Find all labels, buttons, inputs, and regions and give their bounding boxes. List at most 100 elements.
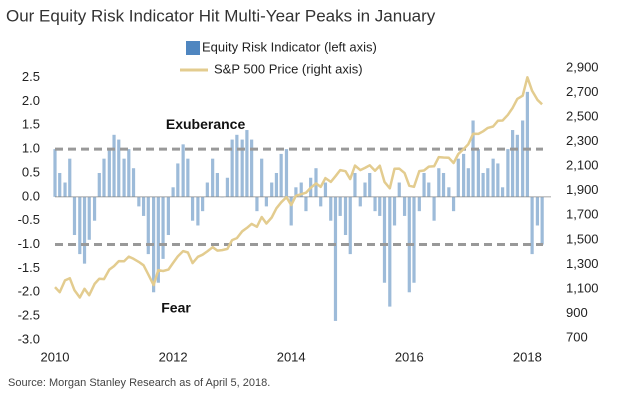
bar bbox=[506, 149, 510, 197]
bar bbox=[87, 196, 91, 240]
bar bbox=[186, 158, 190, 197]
bar bbox=[471, 120, 475, 197]
bar bbox=[58, 172, 62, 197]
bar bbox=[511, 130, 515, 197]
bar bbox=[72, 196, 77, 236]
bar bbox=[397, 182, 401, 197]
bar bbox=[141, 196, 146, 216]
bar bbox=[255, 196, 259, 212]
bar bbox=[530, 196, 534, 255]
bar bbox=[250, 139, 254, 197]
bar bbox=[270, 182, 274, 197]
y2-tick-label: 2,700 bbox=[566, 84, 599, 99]
chart-title: Our Equity Risk Indicator Hit Multi-Year… bbox=[6, 6, 436, 25]
bar bbox=[373, 196, 377, 212]
x-tick-label: 2018 bbox=[513, 349, 542, 364]
bar bbox=[92, 196, 97, 221]
bar bbox=[319, 196, 323, 207]
bar bbox=[201, 196, 205, 212]
bar bbox=[496, 163, 500, 197]
bar bbox=[127, 149, 131, 197]
bar bbox=[245, 130, 249, 197]
bar bbox=[491, 158, 495, 197]
y-tick-label: -1.0 bbox=[18, 236, 40, 251]
y2-tick-label: 2,900 bbox=[566, 59, 599, 74]
annotation: Exuberance bbox=[166, 116, 246, 132]
bar bbox=[211, 158, 215, 197]
bar bbox=[525, 91, 529, 197]
bar bbox=[462, 153, 466, 197]
bar bbox=[190, 196, 195, 221]
bar bbox=[338, 196, 342, 216]
bar bbox=[122, 158, 126, 197]
bar bbox=[225, 177, 230, 197]
bar bbox=[353, 172, 357, 197]
bar bbox=[422, 172, 426, 197]
bar bbox=[304, 196, 308, 212]
bar bbox=[215, 172, 219, 197]
y-tick-label: -2.0 bbox=[18, 284, 40, 299]
bar bbox=[97, 172, 101, 197]
bar bbox=[230, 139, 234, 197]
bar bbox=[540, 196, 544, 245]
legend-label: S&P 500 Price (right axis) bbox=[214, 61, 363, 76]
bar bbox=[146, 196, 150, 255]
bar bbox=[137, 196, 141, 207]
bar bbox=[260, 158, 264, 197]
bar bbox=[78, 196, 82, 255]
y2-tick-label: 1,500 bbox=[566, 231, 599, 246]
bar bbox=[402, 196, 407, 216]
x-tick-label: 2016 bbox=[395, 349, 424, 364]
legend-swatch bbox=[186, 41, 200, 55]
bar bbox=[333, 196, 338, 321]
bar bbox=[348, 196, 352, 255]
y2-tick-label: 2,300 bbox=[566, 133, 599, 148]
y2-tick-label: 1,300 bbox=[566, 256, 599, 271]
legend-label: Equity Risk Indicator (left axis) bbox=[202, 39, 377, 54]
bar bbox=[176, 163, 180, 197]
y-tick-label: -0.5 bbox=[18, 212, 40, 227]
y-tick-label: -3.0 bbox=[18, 331, 40, 346]
bar bbox=[117, 139, 121, 197]
bar bbox=[53, 149, 57, 197]
bar bbox=[441, 172, 446, 197]
y-tick-label: -2.5 bbox=[18, 308, 40, 323]
bar bbox=[264, 196, 268, 207]
bar bbox=[166, 196, 170, 236]
bar bbox=[486, 168, 490, 197]
bar bbox=[358, 196, 362, 207]
bar bbox=[417, 196, 421, 212]
bar bbox=[476, 149, 480, 197]
bar bbox=[289, 196, 293, 226]
bar bbox=[378, 196, 382, 216]
x-tick-label: 2012 bbox=[159, 349, 188, 364]
y-tick-label: 1.5 bbox=[22, 117, 40, 132]
bar bbox=[451, 196, 456, 212]
y2-tick-label: 900 bbox=[566, 305, 588, 320]
bar bbox=[363, 182, 367, 197]
bar bbox=[235, 134, 239, 197]
bar bbox=[196, 196, 200, 226]
bar bbox=[481, 172, 485, 197]
x-tick-label: 2010 bbox=[41, 349, 70, 364]
bar bbox=[432, 196, 436, 221]
bar bbox=[240, 139, 244, 197]
x-tick-label: 2014 bbox=[277, 349, 306, 364]
bar bbox=[382, 196, 387, 283]
bar bbox=[294, 187, 298, 197]
source: Source: Morgan Stanley Research as of Ap… bbox=[8, 377, 270, 389]
bar bbox=[456, 158, 460, 197]
bar bbox=[102, 158, 106, 197]
y2-tick-label: 1,900 bbox=[566, 182, 599, 197]
bar bbox=[343, 196, 348, 236]
bar bbox=[63, 182, 67, 197]
bar bbox=[427, 182, 431, 197]
bar bbox=[156, 196, 160, 283]
bar bbox=[299, 182, 303, 197]
bar bbox=[329, 196, 333, 221]
bar bbox=[521, 120, 525, 197]
bar bbox=[171, 187, 175, 197]
bar bbox=[392, 196, 397, 226]
y-tick-label: 0.0 bbox=[22, 188, 40, 203]
